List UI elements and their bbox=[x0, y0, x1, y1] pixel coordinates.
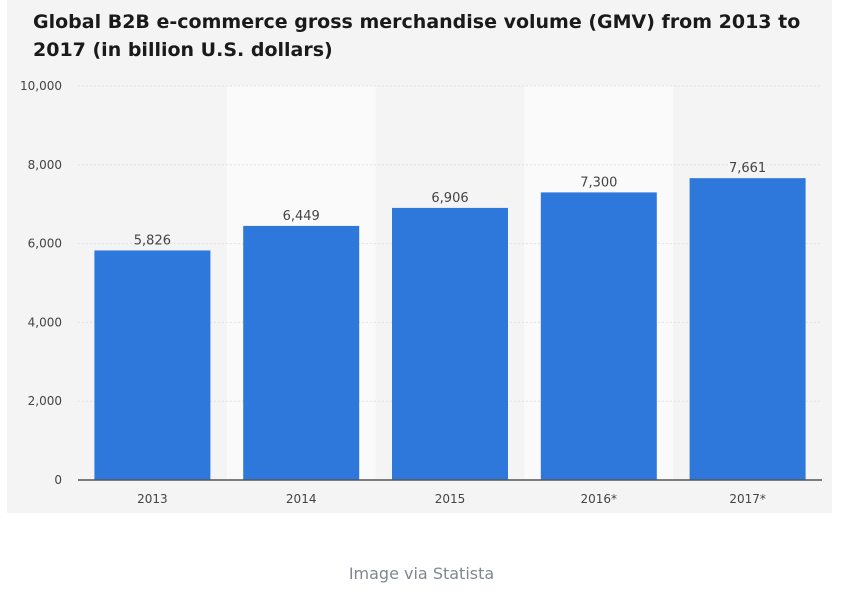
x-tick-label: 2017* bbox=[729, 492, 766, 506]
bar-value-label: 6,449 bbox=[283, 209, 320, 224]
y-tick-label: 6,000 bbox=[28, 237, 62, 251]
bar bbox=[94, 250, 211, 480]
bar-chart: 0 2,000 4,000 6,000 8,000 10,000 5,826 6,449 6,… bbox=[20, 79, 822, 506]
x-tick-label: 2016* bbox=[581, 492, 618, 506]
bar-value-label: 6,906 bbox=[431, 191, 468, 206]
bar bbox=[243, 225, 360, 480]
bars bbox=[94, 178, 806, 480]
y-tick-label: 8,000 bbox=[28, 158, 62, 172]
x-axis-tick-labels: 2013 2014 2015 2016* 2017* bbox=[137, 492, 766, 506]
x-tick-label: 2015 bbox=[435, 492, 466, 506]
y-tick-label: 0 bbox=[54, 473, 62, 487]
chart-title: Global B2B e-commerce gross merchandise … bbox=[33, 11, 801, 61]
y-axis-tick-labels: 0 2,000 4,000 6,000 8,000 10,000 bbox=[20, 79, 62, 487]
bar-value-label: 7,300 bbox=[580, 175, 617, 190]
x-tick-label: 2014 bbox=[286, 492, 317, 506]
bar bbox=[392, 207, 508, 480]
image-caption: Image via Statista bbox=[348, 564, 495, 583]
value-labels: 5,826 6,449 6,906 7,300 7,661 bbox=[134, 161, 766, 248]
y-tick-label: 10,000 bbox=[20, 79, 62, 93]
bar bbox=[689, 178, 806, 480]
y-tick-label: 4,000 bbox=[28, 315, 62, 329]
bar-value-label: 7,661 bbox=[729, 161, 766, 176]
bar-value-label: 5,826 bbox=[134, 233, 171, 248]
x-tick-label: 2013 bbox=[137, 492, 168, 506]
y-tick-label: 2,000 bbox=[28, 394, 62, 408]
bar bbox=[540, 192, 657, 480]
